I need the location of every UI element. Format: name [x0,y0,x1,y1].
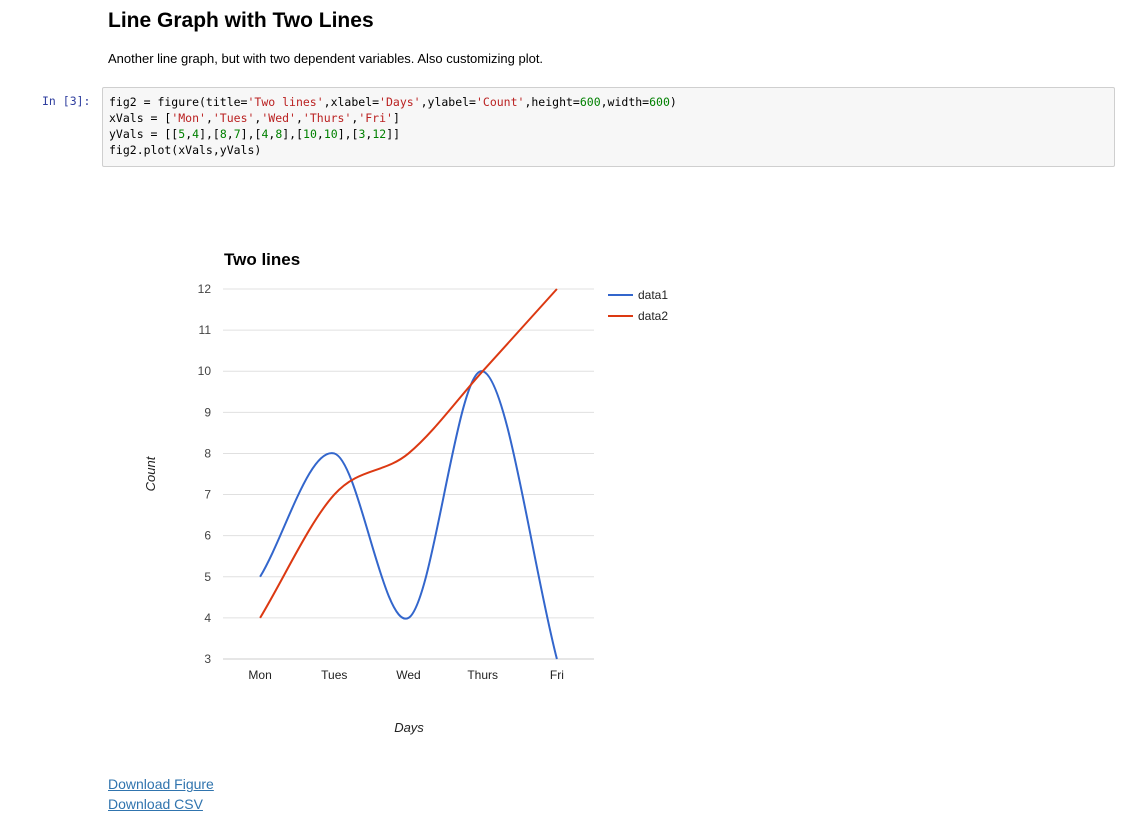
legend-layer: data1 data2 [608,288,668,323]
code-line: fig2.plot(xVals,yVals) [109,142,1108,158]
description-text: Another line graph, but with two depende… [108,51,544,66]
chart-area: 3 4 5 6 7 8 9 10 11 12 Mon Tues Wed Thurs Fri data1 dat… [130,230,730,750]
code-token: 10 [323,127,338,141]
code-token: xVals = [ [109,111,172,125]
download-figure-link[interactable]: Download Figure [108,776,214,792]
code-token: ,width= [600,95,650,109]
code-token: 'Wed' [261,111,296,125]
y-tick-label: 5 [204,570,211,584]
y-tick-label: 8 [204,446,211,460]
code-token: 10 [303,127,317,141]
code-token: 8 [275,127,283,141]
code-token: 600 [649,95,670,109]
tick-layer: 3 4 5 6 7 8 9 10 11 12 Mon Tues Wed Thurs Fri [198,282,564,682]
code-token: 'Days' [379,95,421,109]
code-token: , [268,127,276,141]
series-line-data2 [259,288,558,619]
code-token: fig2.plot(xVals,yVals) [109,143,262,157]
code-token: , [365,127,373,141]
code-line: fig2 = figure(title='Two lines',xlabel='… [109,94,1108,110]
legend-label: data2 [638,309,668,323]
code-token: ] [392,111,400,125]
y-tick-label: 4 [204,611,211,625]
page-heading: Line Graph with Two Lines [108,9,374,32]
x-axis-title: Days [394,720,424,735]
code-token: 7 [233,127,241,141]
y-tick-label: 6 [204,529,211,543]
grid-layer [223,288,594,660]
code-token: ,height= [524,95,580,109]
code-token: , [254,111,262,125]
code-token: 'Count' [475,95,525,109]
code-token: ,xlabel= [323,95,380,109]
y-axis-title: Count [143,455,158,491]
code-token: ],[ [337,127,359,141]
code-token: fig2 = figure(title= [109,95,248,109]
y-tick-label: 11 [199,323,212,337]
code-token: 600 [579,95,601,109]
y-tick-label: 3 [204,652,211,666]
code-token: , [316,127,324,141]
code-line: yVals = [[5,4],[8,7],[4,8],[10,10],[3,12… [109,126,1108,142]
y-tick-label: 7 [204,488,211,502]
chart-title: Two lines [224,250,300,269]
x-tick-label: Wed [396,668,420,682]
code-token: 12 [372,127,387,141]
code-token: 'Two lines' [247,95,324,109]
code-token: 4 [192,127,200,141]
code-token: 5 [178,127,186,141]
code-token: , [351,111,359,125]
code-token: ],[ [240,127,262,141]
code-token: ) [669,95,677,109]
code-token: ],[ [199,127,220,141]
code-token: 'Mon' [171,111,206,125]
y-tick-label: 10 [198,364,212,378]
x-tick-label: Fri [550,668,564,682]
code-token: yVals = [[ [109,127,179,141]
x-tick-label: Mon [248,668,271,682]
code-token: ],[ [282,127,304,141]
code-token: 3 [358,127,366,141]
code-token: , [205,111,213,125]
code-token: , [295,111,303,125]
x-tick-label: Tues [321,668,347,682]
series-line-data1 [259,370,558,660]
series-layer [259,288,558,660]
code-token: ,ylabel= [420,95,476,109]
code-token: 4 [261,127,269,141]
code-token: , [226,127,234,141]
code-token: 'Tues' [212,111,255,125]
code-token: 'Fri' [358,111,393,125]
code-line: xVals = ['Mon','Tues','Wed','Thurs','Fri… [109,110,1108,126]
legend-label: data1 [638,288,668,302]
code-token: 'Thurs' [302,111,352,125]
download-csv-link[interactable]: Download CSV [108,796,203,812]
y-tick-label: 9 [204,405,211,419]
code-token: , [185,127,193,141]
code-cell[interactable]: fig2 = figure(title='Two lines',xlabel='… [102,87,1115,167]
download-links: Download Figure Download CSV [108,774,214,814]
code-token: 8 [219,127,227,141]
y-tick-label: 12 [198,282,212,296]
x-tick-label: Thurs [467,668,498,682]
code-token: ]] [386,127,401,141]
cell-prompt: In [3]: [42,94,91,108]
